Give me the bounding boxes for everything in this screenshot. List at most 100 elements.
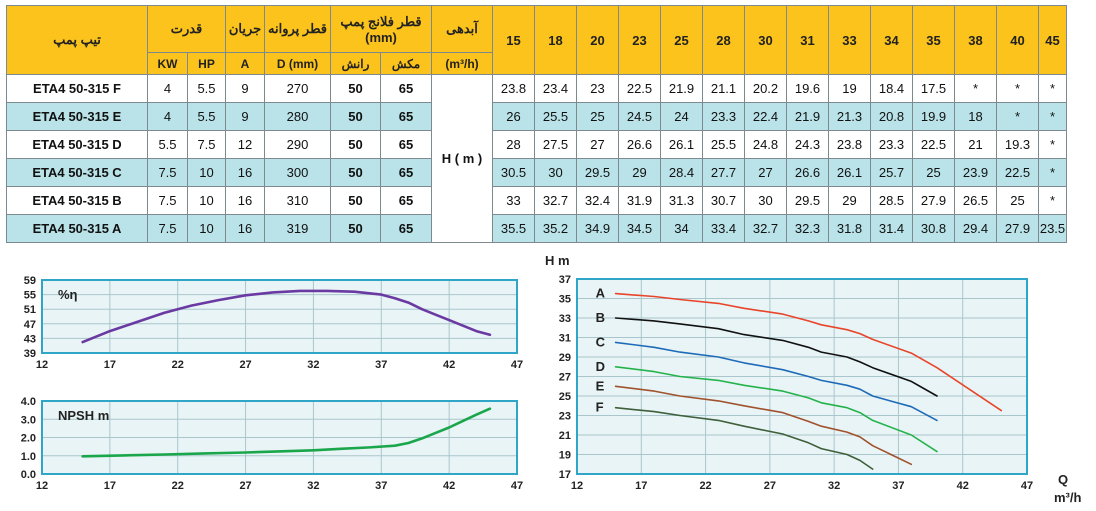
kw-cell: 5.5 [147, 130, 188, 159]
model-cell: ETA4 50-315 A [6, 214, 148, 243]
head-value-cell: 20.2 [744, 74, 787, 103]
series-label-F: F [596, 400, 604, 415]
x-tick-label: 47 [1021, 480, 1033, 492]
table-row: ETA4 50-315 B 7.5 10 16 310 50 65 33 32.7 32.4 31.… [6, 186, 1067, 215]
head-value-cell: 17.5 [912, 74, 955, 103]
x-tick-label: 17 [104, 359, 116, 371]
header-discharge: رانش [330, 52, 381, 75]
head-value-cell: 26.1 [660, 130, 703, 159]
head-value-cell: 21.9 [660, 74, 703, 103]
y-tick-label: 43 [24, 333, 36, 345]
y-tick-label: 55 [24, 290, 36, 302]
head-value-cell: 18 [954, 102, 997, 131]
head-value-cell: 24 [660, 102, 703, 131]
head-value-cell: 22.5 [996, 158, 1039, 187]
model-cell: ETA4 50-315 E [6, 102, 148, 131]
flow-45: 45 [1038, 5, 1067, 75]
x-tick-label: 12 [36, 359, 48, 371]
head-value-cell: 30.8 [912, 214, 955, 243]
suction-cell: 65 [380, 130, 432, 159]
y-tick-label: 19 [559, 450, 571, 462]
flow-30: 30 [744, 5, 787, 75]
head-value-cell: * [954, 74, 997, 103]
series-label-B: B [596, 310, 605, 325]
x-tick-label: 17 [104, 480, 116, 492]
header-suction: مکش [380, 52, 432, 75]
head-value-cell: 31.4 [870, 214, 913, 243]
suction-cell: 65 [380, 214, 432, 243]
flow-28: 28 [702, 5, 745, 75]
model-cell: ETA4 50-315 B [6, 186, 148, 215]
head-value-cell: 23.8 [492, 74, 535, 103]
head-axis-label: H m [545, 253, 570, 268]
x-tick-label: 42 [443, 359, 455, 371]
plot-frame [41, 279, 518, 354]
head-value-cell: 33 [492, 186, 535, 215]
x-tick-label: 22 [699, 480, 711, 492]
discharge-cell: 50 [330, 214, 381, 243]
head-value-cell: * [1038, 130, 1067, 159]
x-tick-label: 32 [307, 480, 319, 492]
y-tick-label: 31 [559, 333, 571, 345]
kw-cell: 4 [147, 74, 188, 103]
suction-cell: 65 [380, 102, 432, 131]
head-value-cell: 27.9 [912, 186, 955, 215]
head-value-cell: 21.3 [828, 102, 871, 131]
header-kw: KW [147, 52, 188, 75]
head-value-cell: 28 [492, 130, 535, 159]
head-value-cell: 25.7 [870, 158, 913, 187]
hp-cell: 10 [187, 158, 226, 187]
y-tick-label: 59 [24, 275, 36, 287]
x-tick-label: 17 [635, 480, 647, 492]
head-value-cell: 26 [492, 102, 535, 131]
head-value-cell: 27.5 [534, 130, 577, 159]
flow-25: 25 [660, 5, 703, 75]
series-line-1 [81, 407, 492, 458]
hp-cell: 5.5 [187, 74, 226, 103]
head-value-cell: 32.7 [744, 214, 787, 243]
head-value-cell: * [1038, 102, 1067, 131]
discharge-cell: 50 [330, 130, 381, 159]
hp-cell: 10 [187, 186, 226, 215]
series-line-E [614, 385, 913, 466]
head-value-cell: 21 [954, 130, 997, 159]
pump-performance-table: تیپ پمپ قدرت جریان قطر پروانه قطر فلانج … [6, 5, 1067, 243]
flow-axis-label: Q [1058, 472, 1068, 487]
head-value-cell: 26.1 [828, 158, 871, 187]
y-tick-label: 25 [559, 391, 571, 403]
amp-cell: 9 [225, 102, 265, 131]
y-tick-label: 35 [559, 294, 571, 306]
y-tick-label: 27 [559, 372, 571, 384]
head-value-cell: 23.4 [534, 74, 577, 103]
series-line-F [614, 406, 874, 470]
head-value-cell: 30.5 [492, 158, 535, 187]
head-value-cell: 33.4 [702, 214, 745, 243]
head-value-cell: 25 [576, 102, 619, 131]
header-model: تیپ پمپ [6, 5, 148, 75]
hp-cell: 5.5 [187, 102, 226, 131]
flow-20: 20 [576, 5, 619, 75]
head-value-cell: 26.6 [618, 130, 661, 159]
head-value-cell: * [1038, 158, 1067, 187]
flow-38: 38 [954, 5, 997, 75]
flow-34: 34 [870, 5, 913, 75]
amp-cell: 16 [225, 214, 265, 243]
head-value-cell: 29.4 [954, 214, 997, 243]
flow-31: 31 [786, 5, 829, 75]
head-value-cell: 29.5 [576, 158, 619, 187]
x-tick-label: 42 [443, 480, 455, 492]
series-line-B [614, 317, 938, 397]
diameter-cell: 290 [264, 130, 331, 159]
x-tick-label: 27 [239, 480, 251, 492]
head-value-cell: 29 [618, 158, 661, 187]
header-dmm: D (mm) [264, 52, 331, 75]
table-row: ETA4 50-315 D 5.5 7.5 12 290 50 65 28 27.5 27 26.6… [6, 130, 1067, 159]
x-tick-label: 47 [511, 359, 523, 371]
x-tick-label: 27 [764, 480, 776, 492]
head-value-cell: 23.5 [1038, 214, 1067, 243]
x-tick-label: 47 [511, 480, 523, 492]
x-tick-label: 37 [375, 480, 387, 492]
head-value-cell: 31.8 [828, 214, 871, 243]
y-tick-label: 3.0 [21, 414, 36, 426]
